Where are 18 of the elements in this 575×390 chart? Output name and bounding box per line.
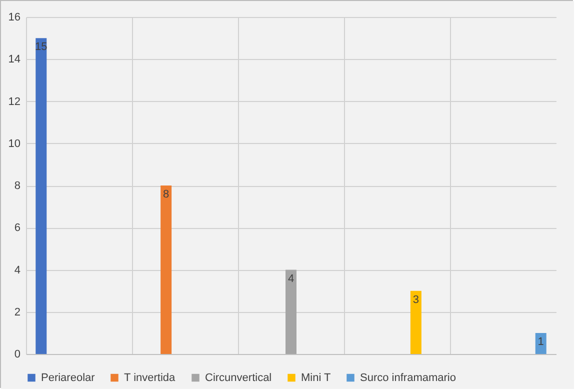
- y-tick-label: 6: [14, 222, 20, 234]
- y-tick-label: 10: [8, 138, 20, 150]
- data-label: 8: [163, 188, 170, 200]
- y-tick-label: 14: [8, 54, 20, 66]
- data-label: 1: [538, 336, 544, 348]
- y-tick-label: 8: [14, 180, 20, 192]
- legend-label: Surco inframamario: [360, 372, 456, 384]
- legend-label: T invertida: [124, 372, 176, 384]
- legend-label: Circunvertical: [205, 372, 272, 384]
- y-tick-label: 16: [8, 12, 20, 24]
- legend-label: Mini T: [301, 372, 332, 384]
- data-label: 4: [288, 272, 294, 285]
- y-tick-label: 0: [14, 348, 20, 360]
- y-tick-label: 4: [14, 264, 20, 276]
- y-tick-label: 12: [8, 96, 20, 108]
- data-label: 3: [412, 294, 419, 306]
- y-tick-label: 2: [14, 306, 20, 318]
- legend-label: Periareolar: [41, 372, 96, 384]
